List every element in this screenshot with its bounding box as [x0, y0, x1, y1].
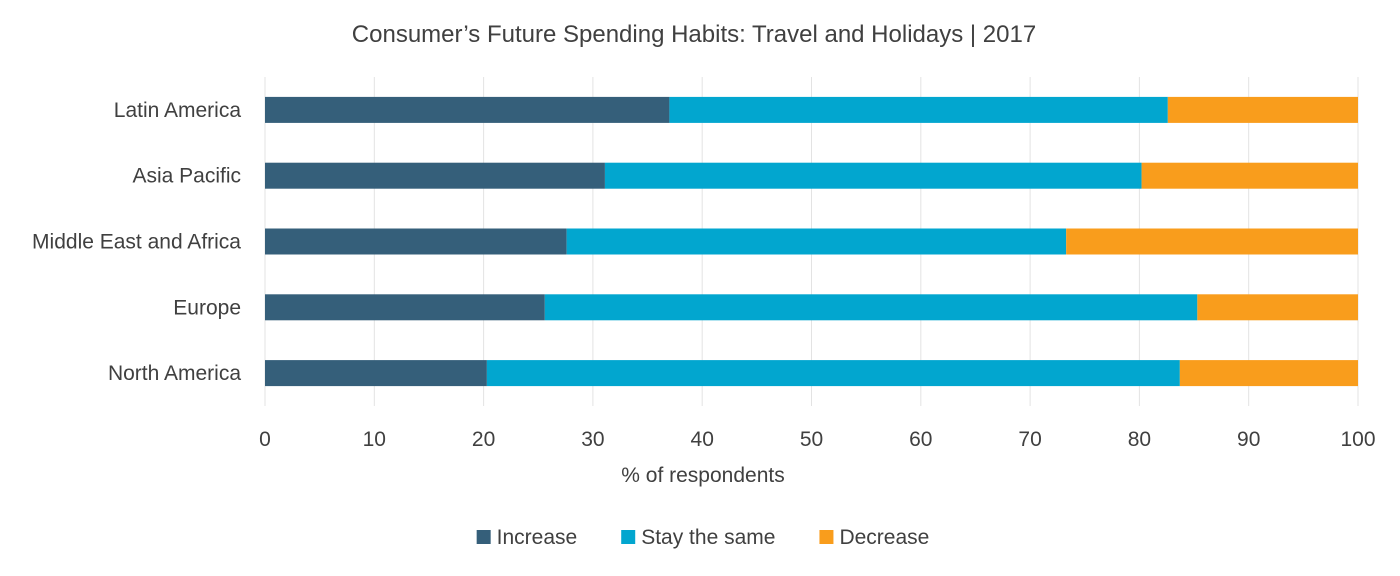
bar-segment: [566, 228, 1067, 255]
legend-label: Increase: [497, 526, 578, 549]
bar-segment: [1066, 228, 1358, 255]
legend-label: Decrease: [839, 526, 929, 549]
x-tick-label: 0: [259, 428, 271, 451]
category-label: Middle East and Africa: [32, 231, 241, 254]
x-tick-label: 10: [363, 428, 386, 451]
category-label: North America: [108, 362, 241, 385]
legend-swatch: [819, 530, 834, 544]
bar-segment: [265, 360, 487, 387]
bar-segment: [544, 294, 1198, 321]
bar-segment: [265, 228, 567, 255]
bar-segment: [265, 96, 670, 123]
x-tick-label: 80: [1128, 428, 1151, 451]
x-tick-label: 100: [1340, 428, 1375, 451]
legend-item: Stay the same: [621, 526, 775, 549]
bars: [265, 96, 1358, 387]
x-tick-label: 70: [1018, 428, 1041, 451]
category-label: Europe: [173, 296, 241, 319]
bar-segment: [1179, 360, 1358, 387]
legend-swatch: [621, 530, 636, 544]
bar-segment: [669, 96, 1168, 123]
bar-segment: [265, 294, 545, 321]
bar-segment: [1197, 294, 1358, 321]
bar-segment: [1141, 162, 1358, 189]
legend-item: Decrease: [819, 526, 929, 549]
chart-title: Consumer’s Future Spending Habits: Trave…: [352, 21, 1036, 48]
legend: Increase Stay the same Decrease: [476, 526, 929, 549]
x-tick-label: 20: [472, 428, 495, 451]
category-label: Latin America: [114, 99, 242, 122]
bar-segment: [1167, 96, 1358, 123]
legend-item: Increase: [476, 526, 578, 549]
bar-segment: [486, 360, 1180, 387]
x-tick-label: 50: [800, 428, 823, 451]
x-axis-label: % of respondents: [621, 464, 784, 487]
bar-segment: [265, 162, 605, 189]
category-labels: Latin America Asia Pacific Middle East and…: [32, 99, 241, 385]
category-label: Asia Pacific: [132, 165, 241, 188]
x-tick-label: 30: [581, 428, 604, 451]
x-tick-label: 60: [909, 428, 932, 451]
bar-segment: [604, 162, 1142, 189]
legend-swatch: [476, 530, 491, 544]
x-tick-label: 40: [691, 428, 714, 451]
legend-label: Stay the same: [641, 526, 775, 549]
x-tick-labels: 0 10 20 30 40 50 60 70 80 90 100: [259, 428, 1375, 451]
x-tick-label: 90: [1237, 428, 1260, 451]
